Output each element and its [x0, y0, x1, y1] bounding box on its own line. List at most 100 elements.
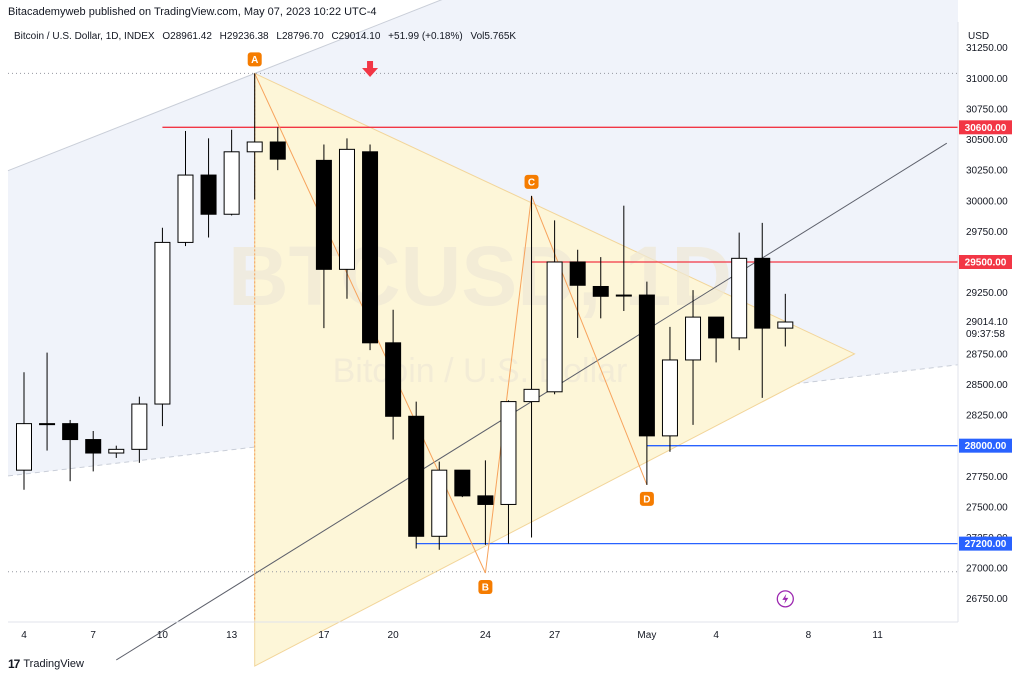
price-tick-30000.00: 30000.00 — [966, 196, 1008, 207]
footer-brand-label: TradingView — [23, 658, 84, 670]
legend-title: Bitcoin / U.S. Dollar, 1D, INDEX — [14, 31, 155, 42]
price-tick-27750.00: 27750.00 — [966, 472, 1008, 483]
candle-body-4 — [16, 423, 32, 471]
candle-body-17 — [315, 159, 332, 270]
candle-body-24 — [477, 495, 494, 505]
time-tick-10-10: 10 — [157, 630, 169, 641]
price-tick-28500.00: 28500.00 — [966, 380, 1008, 391]
time-tick-24-24: 24 — [480, 630, 492, 641]
publisher-line: Bitacademyweb published on TradingView.c… — [8, 6, 377, 18]
time-tick-13-13: 13 — [226, 630, 238, 641]
candle-body-8 — [108, 448, 125, 454]
pattern-point-marker-B — [478, 580, 493, 595]
price-tick-30500.00: 30500.00 — [966, 135, 1008, 146]
down-arrow-icon — [362, 60, 379, 77]
candle-body-37 — [777, 321, 794, 329]
candle-body-34 — [708, 316, 725, 339]
price-tick-30750.00: 30750.00 — [966, 104, 1008, 115]
candle-body-19 — [362, 151, 379, 344]
candle-body-18 — [338, 148, 355, 270]
pattern-point-label-D: D — [643, 494, 650, 505]
time-tick-27-27: 27 — [549, 630, 561, 641]
price-tick-31250.00: 31250.00 — [966, 43, 1008, 54]
candle-body-9 — [131, 403, 148, 450]
candle-body-28 — [569, 261, 586, 286]
current-price-label: 29014.10 — [966, 317, 1008, 328]
level-label-29500: 29500.00 — [965, 258, 1007, 269]
candle-body-12 — [200, 174, 217, 215]
candle-body-23 — [454, 469, 471, 497]
pattern-point-marker-A — [247, 52, 262, 67]
candle-body-10 — [154, 241, 171, 405]
candle-body-6 — [62, 423, 79, 441]
level-label-bg-29500 — [959, 255, 1012, 269]
time-tick-11-41: 11 — [872, 630, 883, 641]
price-tick-28250.00: 28250.00 — [966, 411, 1008, 422]
price-tick-29750.00: 29750.00 — [966, 227, 1008, 238]
pattern-point-label-B: B — [482, 583, 489, 594]
pattern-point-label-C: C — [528, 177, 535, 188]
candle-body-5 — [39, 423, 56, 426]
time-tick-20-20: 20 — [388, 630, 400, 641]
level-label-30600: 30600.00 — [965, 123, 1007, 134]
level-label-bg-30600 — [959, 120, 1012, 135]
price-tick-29250.00: 29250.00 — [966, 288, 1008, 299]
tradingview-logo-icon: 17 — [8, 657, 20, 671]
candle-body-11 — [177, 174, 194, 243]
legend-close: C29014.10 — [331, 31, 380, 42]
countdown-label: 09:37:58 — [966, 329, 1005, 340]
channel-upper-line — [7, 0, 443, 172]
candle-body-35 — [731, 257, 748, 339]
time-tick-4-4: 4 — [21, 630, 27, 641]
pattern-leg-BC — [484, 195, 533, 574]
candle-body-31 — [638, 294, 655, 437]
pattern-point-label-A: A — [251, 55, 258, 66]
svg-text:Bitcoin / U.S. Dollar, 1D, IND: Bitcoin / U.S. Dollar, 1D, INDEX O28961.… — [14, 31, 516, 42]
pattern-point-marker-C — [524, 174, 539, 189]
price-tick-31000.00: 31000.00 — [966, 74, 1008, 85]
pattern-point-marker-D — [639, 491, 654, 506]
legend-open: O28961.42 — [162, 31, 212, 42]
level-label-bg-27200 — [959, 536, 1012, 551]
pattern-leg-CD — [531, 195, 648, 486]
candle-body-25 — [500, 401, 517, 505]
legend-high: H29236.38 — [220, 31, 269, 42]
candle-body-27 — [546, 261, 563, 393]
footer-brand[interactable]: 17 TradingView — [8, 657, 84, 671]
time-tick-8-38: 8 — [806, 630, 812, 641]
price-tick-26750.00: 26750.00 — [966, 594, 1008, 605]
candle-body-30 — [615, 294, 632, 297]
price-tick-30250.00: 30250.00 — [966, 166, 1008, 177]
watermark-symbol: BTCUSD, 1D — [228, 229, 732, 323]
candle-body-13 — [223, 151, 240, 215]
price-tick-27500.00: 27500.00 — [966, 502, 1008, 513]
lightning-icon — [782, 593, 789, 604]
watermark-name: Bitcoin / U.S. Dollar — [333, 352, 628, 390]
price-tick-27000.00: 27000.00 — [966, 564, 1008, 575]
candle-body-15 — [269, 141, 286, 160]
level-label-27200: 27200.00 — [965, 539, 1007, 550]
time-tick-17-17: 17 — [318, 630, 330, 641]
ohlc-legend: Bitcoin / U.S. Dollar, 1D, INDEX O28961.… — [14, 31, 516, 42]
candle-body-32 — [661, 359, 678, 437]
time-tick-7-7: 7 — [90, 630, 96, 641]
candle-body-36 — [754, 257, 771, 329]
candle-body-21 — [408, 415, 425, 537]
candle-body-29 — [592, 285, 609, 297]
candle-body-33 — [685, 316, 702, 361]
time-tick-4-34: 4 — [713, 630, 719, 641]
price-tick-28750.00: 28750.00 — [966, 349, 1008, 360]
candle-body-14 — [246, 141, 263, 153]
candle-body-20 — [385, 342, 402, 417]
candle-body-22 — [431, 469, 448, 537]
time-tick-May-31: May — [637, 630, 656, 641]
legend-low: L28796.70 — [276, 31, 324, 42]
lightning-circle-icon — [776, 590, 794, 608]
level-label-28000: 28000.00 — [965, 441, 1007, 452]
currency-label: USD — [968, 31, 989, 42]
candle-body-7 — [85, 439, 102, 454]
candle-body-26 — [523, 388, 540, 403]
level-label-bg-28000 — [959, 438, 1012, 453]
